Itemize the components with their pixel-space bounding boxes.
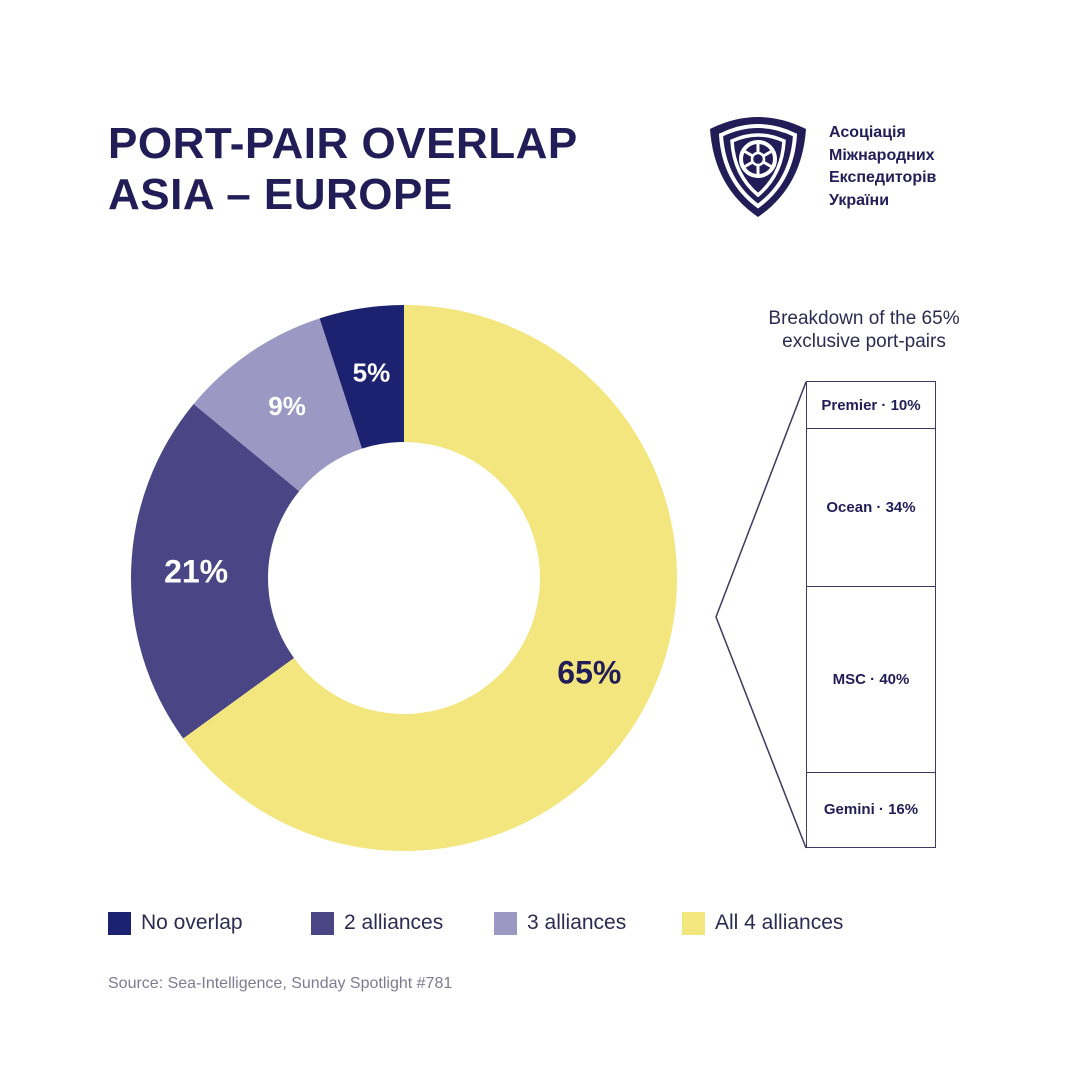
breakdown-segment-msc: MSC · 40% — [807, 586, 935, 772]
legend-swatch — [108, 911, 131, 935]
organization-name: Асоціація Міжнародних Експедиторів Украї… — [829, 122, 936, 212]
breakdown-title-line-2: exclusive port-pairs — [782, 331, 946, 352]
slice-label: 65% — [557, 654, 621, 690]
legend-item-all-4-alliances: All 4 alliances — [682, 911, 843, 935]
breakdown-segment-label: Ocean · 34% — [826, 499, 916, 517]
title-line-2: ASIA – EUROPE — [108, 170, 453, 219]
org-line: Експедиторів — [829, 169, 937, 186]
legend-swatch — [682, 911, 705, 935]
breakdown-segment-label: Premier · 10% — [821, 396, 921, 414]
page-title: PORT-PAIR OVERLAP ASIA – EUROPE — [108, 118, 578, 220]
legend-label: 3 alliances — [527, 911, 627, 934]
donut-slice-2-alliances — [131, 403, 300, 739]
org-line: України — [829, 191, 890, 209]
breakdown-segment-ocean: Ocean · 34% — [807, 428, 935, 586]
title-line-1: PORT-PAIR OVERLAP — [108, 119, 578, 168]
source-note: Source: Sea-Intelligence, Sunday Spotlig… — [108, 975, 453, 992]
breakdown-stacked-bar: Premier · 10% Ocean · 34% MSC · 40% Gemini … — [806, 381, 936, 848]
donut-slice-all-4-alliances — [183, 305, 677, 852]
org-line: Міжнародних — [829, 146, 935, 164]
breakdown-connector — [715, 381, 807, 849]
shield-triskelion-logo-icon — [710, 117, 806, 217]
donut-slice-3-alliances — [193, 318, 362, 492]
org-line: Асоціація — [829, 124, 906, 141]
legend-label: 2 alliances — [344, 911, 444, 934]
breakdown-title-line-1: Breakdown of the 65% — [768, 308, 960, 329]
legend-item-no-overlap: No overlap — [108, 911, 243, 935]
slice-label: 5% — [353, 358, 391, 388]
breakdown-title: Breakdown of the 65% exclusive port-pair… — [730, 307, 998, 353]
legend-item-3-alliances: 3 alliances — [494, 911, 626, 935]
legend-label: No overlap — [141, 911, 243, 934]
slice-label: 9% — [268, 391, 306, 421]
legend-label: All 4 alliances — [715, 911, 844, 934]
breakdown-segment-premier: Premier · 10% — [807, 382, 935, 428]
breakdown-segment-label: Gemini · 16% — [823, 800, 919, 818]
slice-label: 21% — [164, 553, 228, 589]
legend-swatch — [311, 911, 334, 935]
legend-swatch — [494, 911, 517, 935]
breakdown-segment-label: MSC · 40% — [832, 670, 910, 688]
legend-item-2-alliances: 2 alliances — [311, 911, 443, 935]
breakdown-segment-gemini: Gemini · 16% — [807, 771, 935, 846]
donut-slice-no-overlap — [319, 305, 404, 449]
